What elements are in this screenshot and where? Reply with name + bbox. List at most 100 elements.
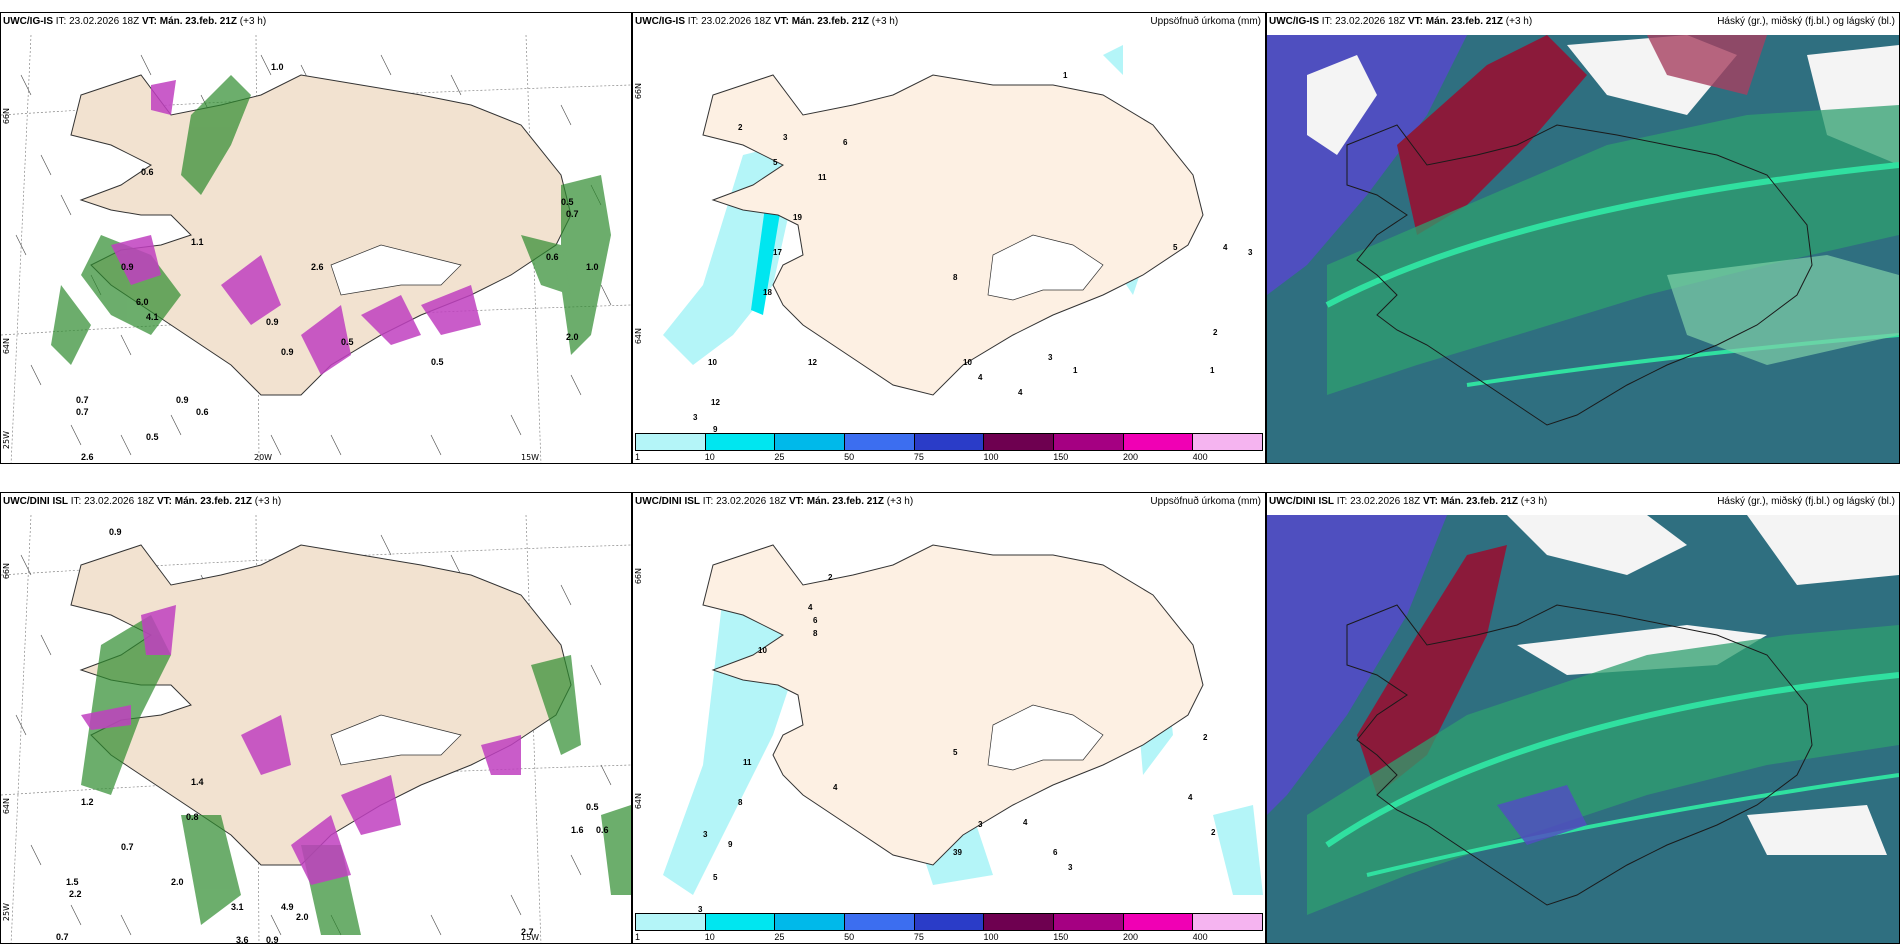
cloud-blue-patch [1497,785,1587,845]
lon-label: 20W [254,453,273,462]
map-value: 0.7 [566,209,579,219]
precip-map: 2 4 6 8 10 11 8 9 3 5 3 4 5 3 6 3 4 2 39… [663,544,1263,913]
map-value: 6 [843,138,848,147]
map-value: 2 [1213,328,1218,337]
panel-uwc-dini-precip: UWC/DINI ISL IT: 23.02.2026 18Z VT: Mán.… [632,492,1266,944]
cloud-white [1507,515,1687,575]
panel-uwc-igis-clouds: UWC/IG-IS IT: 23.02.2026 18Z VT: Mán. 23… [1266,12,1900,464]
lon-label: 25W [2,903,11,922]
map-value: 12 [711,398,720,407]
map-value: 4 [1018,388,1023,397]
precip-map: 1 2 3 5 6 11 19 17 18 10 12 12 3 9 8 10 … [663,45,1253,433]
map-value: 3 [703,830,708,839]
cloud-lightgreen [1667,255,1899,365]
panel-header: UWC/IG-IS IT: 23.02.2026 18Z VT: Mán. 23… [3,16,267,27]
map-value: 5 [953,748,958,757]
colorbar-swatch [705,914,776,930]
map-value: 4 [1023,818,1028,827]
map-value: 1.2 [81,797,94,807]
map-value: 1 [1073,366,1078,375]
colorbar-swatch [1123,434,1194,450]
map-value: 19 [793,213,802,222]
map-value: 3.6 [236,935,249,944]
map-value: 0.9 [121,262,134,272]
map-value: 0.5 [146,432,159,442]
map-value: 0.5 [431,357,444,367]
white-region [330,244,462,296]
map-value: 0.5 [341,337,354,347]
panel-header: UWC/DINI ISL IT: 23.02.2026 18Z VT: Mán.… [1269,496,1548,507]
colorbar-swatch [775,434,846,450]
map-value: 1.5 [66,877,79,887]
colorbar-label: 75 [913,452,924,462]
panel-uwc-igis-wind: UWC/IG-IS IT: 23.02.2026 18Z VT: Mán. 23… [0,12,632,464]
colorbar-labels: 1 10 25 50 75 100 150 200 400 [635,452,1263,463]
panel-uwc-dini-clouds: UWC/DINI ISL IT: 23.02.2026 18Z VT: Mán.… [1266,492,1900,944]
cloud-green-bright [1325,162,1899,308]
panel-variable-title: Háský (gr.), miðský (fj.bl.) og lágský (… [1717,496,1895,507]
colorbar-label: 100 [983,452,999,462]
map-value: 8 [813,629,818,638]
iceland-outline [1346,604,1813,906]
colorbar-label: 10 [704,932,715,942]
map-value: 8 [953,273,958,282]
cyan-streak [751,185,783,315]
precip-colorbar [635,433,1263,451]
lon-label: 25W [2,431,11,450]
map-value: 3.1 [231,902,244,912]
map-value: 5 [773,158,778,167]
panel-variable-title: Uppsöfnuð úrkoma (mm) [1150,16,1261,27]
map-value: 1.6 [571,825,584,835]
map-value: 2.7 [521,927,534,937]
panel-header: UWC/IG-IS IT: 23.02.2026 18Z VT: Mán. 23… [635,16,899,27]
map-value: 4 [978,373,983,382]
lat-label: 64N [2,798,11,815]
colorbar-label: 400 [1192,932,1208,942]
map-value: 3 [783,133,788,142]
panel-uwc-dini-wind: UWC/DINI ISL IT: 23.02.2026 18Z VT: Mán.… [0,492,632,944]
colorbar-swatch [914,914,985,930]
iceland-land [702,544,1204,866]
cloud-white [1747,515,1899,585]
map-value: 0.7 [76,395,89,405]
colorbar-label: 400 [1192,452,1208,462]
map-value: 0.9 [109,527,122,537]
map-value: 0.6 [546,252,559,262]
colorbar-label: 10 [704,452,715,462]
map-value: 6.0 [136,297,149,307]
lon-label: 15W [521,453,540,462]
map-value: 8 [738,798,743,807]
colorbar-swatch [1193,434,1263,450]
panel-uwc-igis-precip: UWC/IG-IS IT: 23.02.2026 18Z VT: Mán. 23… [632,12,1266,464]
colorbar-label: 1 [635,452,641,462]
panel-header: UWC/IG-IS IT: 23.02.2026 18Z VT: Mán. 23… [1269,16,1533,27]
colorbar-swatch [914,434,985,450]
lat-label: 66N [634,83,643,100]
colorbar-label: 200 [1122,932,1138,942]
lat-label: 66N [2,108,11,125]
map-value: 1 [1063,71,1068,80]
colorbar-label: 25 [774,452,785,462]
colorbar-swatch [1123,914,1194,930]
map-value: 2.0 [296,912,309,922]
map-value: 11 [743,758,752,767]
map-value: 2.2 [69,889,82,899]
map-value: 0.5 [561,197,574,207]
map-value: 0.6 [596,825,609,835]
map-value: 2 [738,123,743,132]
map-value: 3 [693,413,698,422]
map-value: 1.0 [271,62,284,72]
map-value: 1 [1210,366,1215,375]
wind-barbs [15,54,612,456]
map-value: 3 [1248,248,1253,257]
map-value: 4 [1188,793,1193,802]
map-value: 11 [818,173,827,182]
cloud-green [1327,105,1899,395]
map-value: 2 [1203,733,1208,742]
map-value: 1.4 [191,777,204,787]
map-value: 4 [833,783,838,792]
colorbar-swatch [636,914,706,930]
map-value: 1.0 [586,262,599,272]
map-value: 2.0 [171,877,184,887]
map-value: 4.9 [281,902,294,912]
